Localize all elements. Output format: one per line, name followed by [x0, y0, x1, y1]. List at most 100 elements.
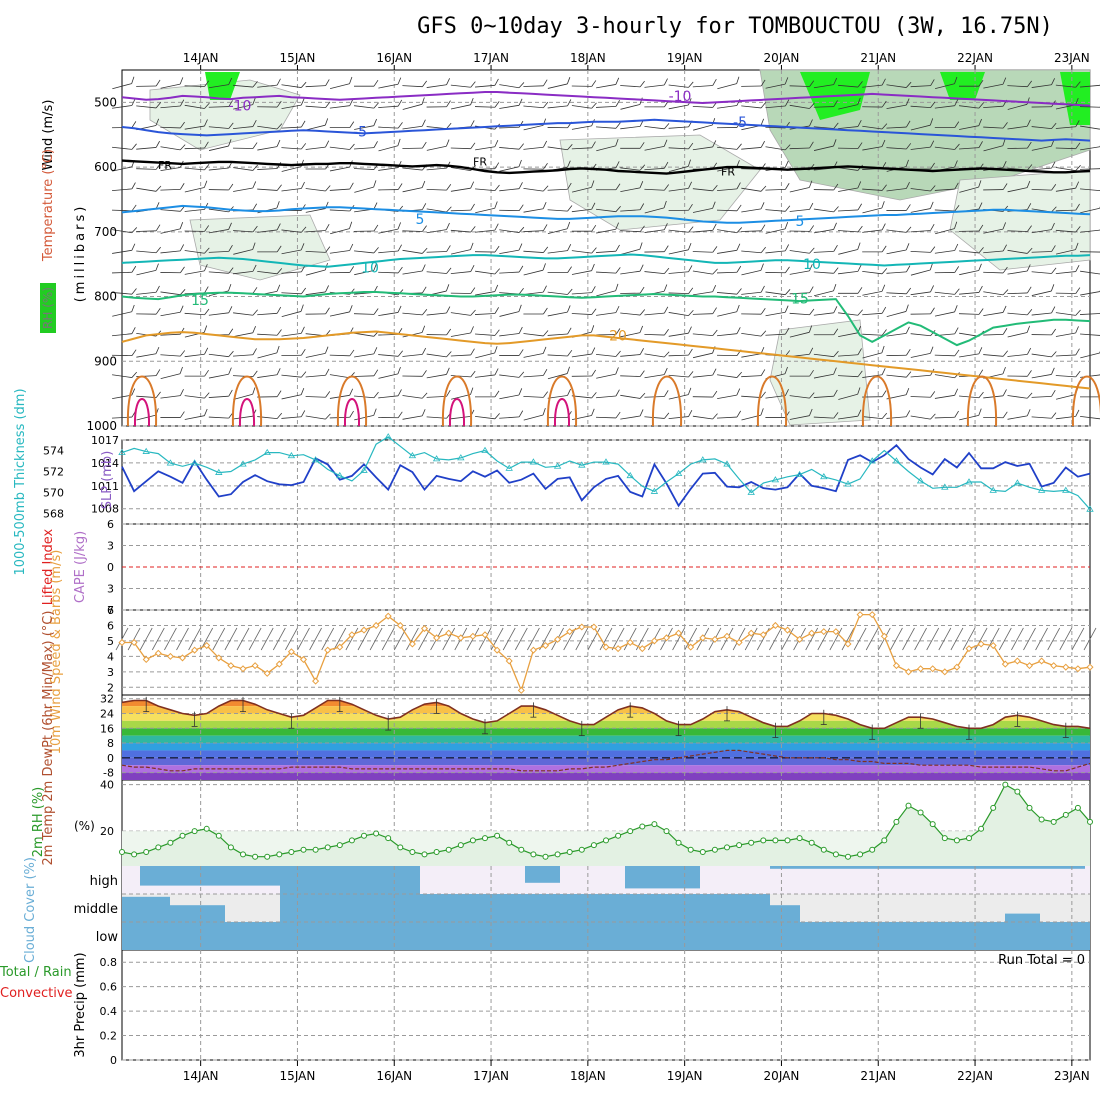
- wind-barb: [257, 100, 282, 108]
- wind-barb-shaft: [862, 229, 883, 233]
- wind-barb: [330, 76, 353, 89]
- wind-barb-shaft: [160, 354, 181, 357]
- wind-barb: [305, 413, 331, 420]
- wind-barb-shaft: [741, 230, 762, 232]
- wind-barb-feather: [325, 391, 331, 398]
- bottom-day-label: 14JAN: [183, 1069, 219, 1083]
- wind-barb-shaft: [160, 126, 181, 129]
- wind-barb: [958, 224, 984, 232]
- wind-barb-shaft: [475, 207, 495, 214]
- wind-barb-feather: [543, 307, 548, 315]
- wind-barb: [620, 286, 645, 294]
- wind-speed-marker: [566, 628, 574, 636]
- wind-barb-feather: [1051, 267, 1057, 274]
- wind-barb: [354, 263, 377, 276]
- wind-barb-feather: [954, 266, 960, 273]
- wind-barb-shaft: [450, 104, 471, 110]
- wind-barb-feather: [421, 119, 426, 127]
- wind-barb-feather: [736, 304, 740, 312]
- wind-barb: [862, 78, 886, 88]
- rh-marker: [857, 851, 864, 858]
- wind-speed-marker: [1050, 662, 1058, 670]
- wind-barb-shaft: [208, 271, 229, 274]
- wind-barb-feather: [1075, 97, 1079, 105]
- wind-barb-shaft: [1007, 103, 1028, 110]
- wind-barb-feather: [446, 78, 450, 85]
- wind-barb-shaft: [1055, 271, 1076, 275]
- wind-barb-feather: [325, 368, 330, 376]
- wind-barb-feather: [421, 247, 428, 254]
- wind-barb-shaft: [450, 229, 471, 233]
- wind-barb-shaft: [523, 395, 544, 398]
- wind-barb-shaft: [257, 125, 278, 130]
- wind-barb-shaft: [838, 249, 858, 255]
- wind-barb-feather: [1027, 309, 1033, 316]
- wind-barb-shaft: [620, 187, 641, 193]
- wind-barb-feather: [809, 247, 815, 254]
- thickness-marker: [457, 454, 465, 461]
- top-day-label: 17JAN: [473, 51, 509, 65]
- wind-barb-shaft: [305, 124, 326, 131]
- wind-barb-shaft: [668, 292, 689, 295]
- wind-barb-feather: [881, 306, 887, 314]
- thickness-marker: [674, 469, 683, 476]
- wind-barb: [257, 390, 282, 398]
- wind-barb-feather: [349, 266, 355, 273]
- top-day-label: 21JAN: [860, 51, 896, 65]
- wind-barb: [450, 326, 474, 337]
- wind-barb: [1079, 307, 1100, 315]
- surface-wind-barb: [345, 627, 359, 651]
- wind-barb-shaft: [1031, 229, 1052, 234]
- wind-barb-feather: [785, 205, 791, 212]
- wind-barb-feather: [857, 309, 863, 316]
- wind-barb-shaft: [765, 395, 786, 399]
- wind-barb-feather: [930, 285, 934, 293]
- wind-barb-feather: [179, 366, 183, 374]
- wind-barb-feather: [906, 287, 912, 295]
- wind-barb-shaft: [1055, 147, 1076, 150]
- wind-barb-shaft: [1031, 271, 1052, 274]
- wind-barb-shaft: [523, 187, 544, 192]
- wind-barb-shaft: [1080, 188, 1100, 192]
- wind-barb-feather: [494, 162, 500, 169]
- wind-barb-feather: [591, 369, 597, 377]
- wind-barb-feather: [857, 81, 863, 88]
- wind-barb-shaft: [886, 271, 907, 274]
- wind-barb-feather: [131, 143, 137, 150]
- wind-barb-feather: [930, 391, 936, 398]
- orange-dome: [126, 375, 158, 427]
- wind-barb-shaft: [1031, 395, 1052, 398]
- wind-barb: [934, 349, 960, 357]
- wind-barb-feather: [542, 285, 547, 293]
- wind-barb-feather: [905, 243, 910, 251]
- wind-barb: [450, 264, 475, 275]
- wind-barb: [910, 246, 936, 253]
- wind-barb-shaft: [668, 84, 689, 88]
- wind-barb-shaft: [595, 271, 617, 274]
- wind-barb: [184, 102, 210, 109]
- wind-barb-feather: [180, 121, 185, 129]
- wind-barb-feather: [421, 180, 426, 188]
- wind-barb-shaft: [838, 84, 858, 88]
- wind-barb-feather: [809, 119, 813, 127]
- surface-wind-barb: [309, 627, 322, 651]
- wind-barb: [959, 247, 984, 254]
- top-day-label: 16JAN: [376, 51, 412, 65]
- wind-barb-shaft: [934, 354, 955, 357]
- wind-barb-shaft: [862, 125, 883, 130]
- wind-barb-shaft: [499, 416, 520, 419]
- wind-barb-feather: [881, 100, 887, 108]
- surface-wind-barb: [841, 627, 855, 651]
- wind-barb: [329, 266, 355, 274]
- wind-barb-feather: [906, 143, 912, 150]
- wind-barb-shaft: [329, 250, 350, 254]
- surface-wind-barb: [1023, 627, 1036, 651]
- wind-barb-shaft: [644, 353, 665, 358]
- wind-barb-feather: [397, 77, 402, 85]
- surface-wind-barb: [176, 627, 189, 651]
- wind-barb-shaft: [620, 375, 641, 377]
- wind-barb-shaft: [1031, 84, 1052, 88]
- wind-barb-feather: [663, 139, 668, 147]
- wind-barb-shaft: [184, 270, 205, 275]
- wind-barb-feather: [785, 266, 790, 273]
